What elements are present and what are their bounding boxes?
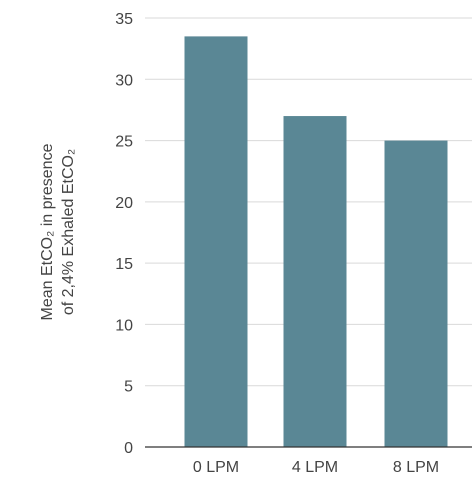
y-axis-title-line-2: of 2,4% Exhaled EtCO₂ [60, 149, 77, 315]
bars [184, 36, 448, 448]
bar-0-lpm [184, 36, 248, 448]
y-axis-ticks: 0 5 10 15 20 25 30 35 [115, 11, 133, 457]
y-axis-title-line-1: Mean EtCO₂ in presence [39, 143, 56, 320]
y-tick-label: 35 [115, 11, 133, 28]
y-tick-label: 5 [124, 379, 133, 396]
y-tick-label: 15 [115, 256, 133, 273]
x-tick-label: 0 LPM [193, 459, 239, 476]
y-tick-label: 30 [115, 72, 133, 89]
x-tick-label: 4 LPM [292, 459, 338, 476]
bar-4-lpm [283, 116, 347, 448]
y-tick-label: 20 [115, 195, 133, 212]
y-tick-label: 0 [124, 440, 133, 457]
y-tick-label: 10 [115, 317, 133, 334]
bar-8-lpm [384, 140, 448, 448]
y-tick-label: 25 [115, 134, 133, 151]
x-axis-ticks: 0 LPM 4 LPM 8 LPM [193, 459, 439, 476]
x-tick-label: 8 LPM [393, 459, 439, 476]
